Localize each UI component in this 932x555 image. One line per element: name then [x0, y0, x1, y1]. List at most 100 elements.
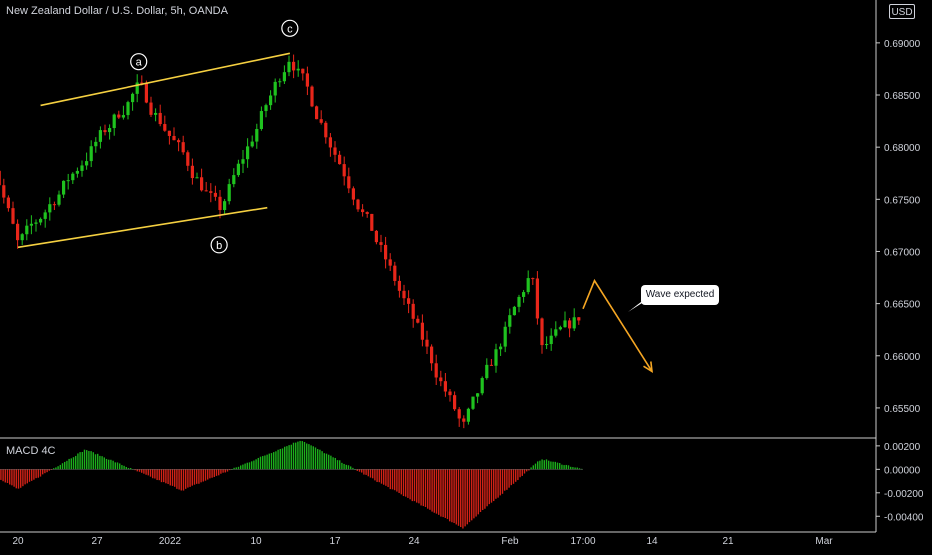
- macd-bar: [433, 469, 435, 513]
- wave-label-b: b: [216, 240, 222, 252]
- macd-bar: [299, 440, 301, 470]
- macd-bar: [215, 469, 218, 476]
- macd-bar: [55, 467, 57, 470]
- candle-body: [112, 114, 116, 129]
- macd-bar: [424, 469, 427, 507]
- macd-bar: [301, 441, 303, 470]
- candle-body: [154, 112, 158, 115]
- candle-body: [577, 317, 581, 321]
- candle-body: [108, 128, 112, 133]
- candle-body: [213, 192, 217, 197]
- macd-bar: [125, 466, 127, 470]
- candle-body: [94, 141, 98, 147]
- price-axis: 0.69000 0.68500 0.68000 0.67500 0.67000 0.665…: [0, 0, 924, 547]
- candle-body: [379, 242, 383, 245]
- macd-bar: [116, 462, 119, 470]
- macd-bar: [187, 469, 189, 488]
- time-tick-label: 17: [329, 536, 341, 547]
- macd-bar: [224, 469, 226, 473]
- macd-bar: [471, 469, 473, 521]
- chart-overlays: a b c: [17, 19, 653, 373]
- macd-bar: [226, 469, 229, 472]
- macd-bar: [2, 469, 4, 482]
- macd-bar: [451, 469, 453, 523]
- candle-body: [43, 212, 47, 219]
- candle-body: [80, 165, 84, 171]
- macd-bar: [281, 448, 284, 470]
- macd-bar: [317, 449, 319, 470]
- candle-body: [2, 185, 6, 198]
- macd-bar: [453, 469, 455, 523]
- candle-body: [572, 317, 576, 329]
- macd-bar: [218, 469, 220, 476]
- macd-bar: [242, 464, 244, 470]
- candle-body: [453, 395, 457, 410]
- candle-body: [549, 335, 553, 345]
- candle-body: [411, 303, 415, 319]
- macd-bar: [165, 469, 167, 484]
- macd-bar: [440, 469, 442, 517]
- candle-body: [485, 364, 489, 379]
- macd-bar: [244, 463, 246, 470]
- time-tick-label: 27: [91, 536, 103, 547]
- macd-bar: [127, 467, 130, 470]
- candle-body: [554, 329, 558, 336]
- macd-bar: [506, 469, 508, 490]
- macd-bar: [26, 469, 28, 484]
- macd-bar: [198, 469, 200, 484]
- time-tick-label: 10: [250, 536, 262, 547]
- macd-bar: [484, 469, 486, 509]
- macd-bar: [429, 469, 431, 510]
- candle-body: [558, 327, 562, 330]
- candle-body: [0, 170, 1, 186]
- macd-bar: [268, 453, 270, 470]
- candle-body: [149, 102, 153, 115]
- candle-body: [328, 137, 332, 148]
- macd-bar: [444, 469, 446, 518]
- candle-body: [66, 180, 70, 182]
- macd-bar: [24, 469, 26, 485]
- macd-bar: [345, 464, 347, 470]
- macd-bar: [154, 469, 156, 479]
- macd-bar: [389, 469, 391, 490]
- macd-bar: [6, 469, 9, 483]
- macd-bar: [413, 469, 416, 502]
- candle-body: [236, 163, 240, 176]
- macd-bar: [189, 469, 191, 487]
- macd-bar: [462, 469, 464, 529]
- currency-badge[interactable]: USD: [889, 4, 915, 19]
- macd-bar: [22, 469, 24, 487]
- macd-bar: [119, 463, 121, 470]
- macd-bar: [70, 458, 72, 470]
- macd-bar: [123, 465, 125, 470]
- wave-expected-callout: Wave expected: [641, 285, 719, 305]
- macd-bar: [90, 451, 92, 470]
- macd-bar: [427, 469, 429, 509]
- macd-bar: [374, 469, 376, 481]
- macd-bar: [169, 469, 171, 486]
- wave-label-c: c: [287, 23, 293, 35]
- macd-tick-label: -0.00400: [884, 512, 924, 523]
- macd-bar: [556, 462, 559, 470]
- macd-bar: [548, 460, 550, 470]
- macd-bar: [171, 469, 174, 486]
- macd-bar: [537, 461, 539, 470]
- macd-bar: [323, 453, 325, 470]
- candle-body: [103, 130, 107, 133]
- macd-bar: [312, 446, 314, 470]
- macd-bar: [550, 461, 552, 470]
- macd-bar: [563, 465, 565, 470]
- time-tick-label: 20: [12, 536, 24, 547]
- macd-bar: [372, 469, 374, 479]
- macd-bar: [578, 468, 581, 470]
- macd-bar: [515, 469, 517, 482]
- macd-bar: [211, 469, 213, 478]
- candle-body: [163, 124, 167, 131]
- candle-body: [319, 119, 323, 123]
- macd-bar: [233, 467, 235, 470]
- macd-bar: [303, 441, 306, 470]
- macd-bar: [167, 469, 169, 485]
- macd-histogram: [0, 440, 583, 529]
